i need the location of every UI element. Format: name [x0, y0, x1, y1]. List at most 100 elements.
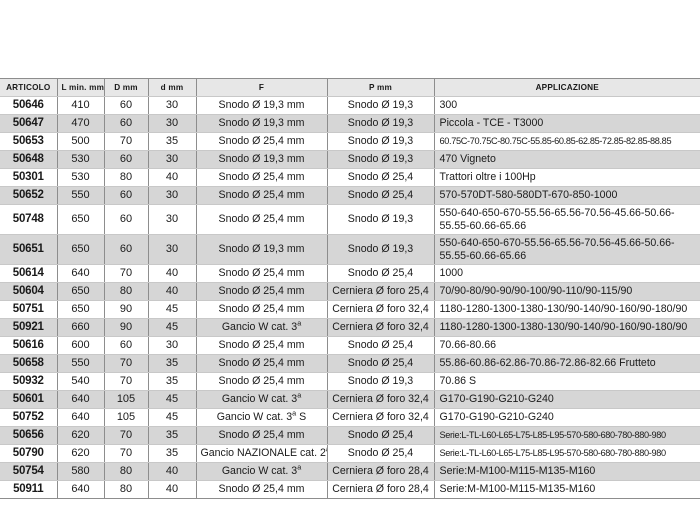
column-header-p: P mm [327, 78, 435, 97]
cell-articolo: 50652 [0, 186, 58, 205]
cell-p: Snodo Ø 19,3 [327, 372, 435, 391]
cell-d-minuscolo: 30 [148, 186, 197, 205]
table-row: 50651 650 60 30 Snodo Ø 19,3 mm Snodo Ø 19,3 5… [0, 234, 700, 265]
table-row: 50658 550 70 35 Snodo Ø 25,4 mm Snodo Ø 25,4 5… [0, 354, 700, 373]
cell-lmin: 550 [57, 186, 105, 205]
cell-applicazione: 70.66-80.66 [434, 336, 700, 355]
table-row: 50648 530 60 30 Snodo Ø 19,3 mm Snodo Ø 19,3 4… [0, 150, 700, 169]
cell-d-maiuscolo: 80 [104, 480, 149, 499]
cell-f: Snodo Ø 25,4 mm [196, 132, 328, 151]
cell-d-maiuscolo: 70 [104, 372, 149, 391]
cell-d-minuscolo: 45 [148, 390, 197, 409]
spec-table-container: ARTICOLO L min. mm D mm d mm F P mm APPL… [0, 78, 700, 499]
cell-f: Snodo Ø 25,4 mm [196, 354, 328, 373]
cell-f: Snodo Ø 19,3 mm [196, 150, 328, 169]
cell-d-maiuscolo: 60 [104, 204, 149, 235]
cell-articolo: 50301 [0, 168, 58, 187]
column-header-lmin: L min. mm [57, 78, 105, 97]
cell-articolo: 50651 [0, 234, 58, 265]
cell-d-maiuscolo: 105 [104, 408, 149, 427]
cell-d-minuscolo: 30 [148, 114, 197, 133]
table-row: 50921 660 90 45 Gancio W cat. 3a Cerniera Ø f… [0, 318, 700, 337]
cell-d-maiuscolo: 80 [104, 168, 149, 187]
cell-applicazione: Serie:M-M100-M115-M135-M160 [434, 480, 700, 499]
cell-articolo: 50790 [0, 444, 58, 463]
cell-p: Cerniera Ø foro 32,4 [327, 390, 435, 409]
cell-f: Snodo Ø 25,4 mm [196, 282, 328, 301]
cell-d-minuscolo: 30 [148, 204, 197, 235]
cell-d-minuscolo: 35 [148, 444, 197, 463]
cell-d-minuscolo: 30 [148, 234, 197, 265]
header-row: ARTICOLO L min. mm D mm d mm F P mm APPL… [0, 78, 700, 97]
table-row: 50653 500 70 35 Snodo Ø 25,4 mm Snodo Ø 19,3 6… [0, 132, 700, 151]
cell-p: Cerniera Ø foro 25,4 [327, 282, 435, 301]
cell-lmin: 640 [57, 408, 105, 427]
cell-d-minuscolo: 45 [148, 408, 197, 427]
cell-lmin: 530 [57, 168, 105, 187]
cell-articolo: 50653 [0, 132, 58, 151]
cell-lmin: 540 [57, 372, 105, 391]
cell-applicazione: 470 Vigneto [434, 150, 700, 169]
cell-applicazione: 1180-1280-1300-1380-130/90-140/90-160/90… [434, 318, 700, 337]
cell-p: Snodo Ø 25,4 [327, 444, 435, 463]
cell-d-maiuscolo: 80 [104, 282, 149, 301]
cell-d-maiuscolo: 90 [104, 318, 149, 337]
column-header-applicazione: APPLICAZIONE [434, 78, 700, 97]
table-row: 50301 530 80 40 Snodo Ø 25,4 mm Snodo Ø 25,4 T… [0, 168, 700, 187]
column-header-f: F [196, 78, 328, 97]
cell-articolo: 50647 [0, 114, 58, 133]
cell-applicazione: Serie:M-M100-M115-M135-M160 [434, 462, 700, 481]
cell-applicazione: G170-G190-G210-G240 [434, 408, 700, 427]
cell-articolo: 50614 [0, 264, 58, 283]
cell-f: Gancio W cat. 3a S [196, 408, 328, 427]
cell-d-maiuscolo: 60 [104, 96, 149, 115]
table-row: 50604 650 80 40 Snodo Ø 25,4 mm Cerniera Ø fo… [0, 282, 700, 301]
cell-applicazione: Serie:L-TL-L60-L65-L75-L85-L95-570-580-6… [434, 444, 700, 463]
cell-lmin: 500 [57, 132, 105, 151]
cell-articolo: 50921 [0, 318, 58, 337]
cell-f: Gancio W cat. 3a [196, 318, 328, 337]
cell-p: Snodo Ø 19,3 [327, 96, 435, 115]
cell-d-maiuscolo: 90 [104, 300, 149, 319]
cell-applicazione: 550-640-650-670-55.56-65.56-70.56-45.66-… [434, 234, 700, 265]
cell-f: Snodo Ø 25,4 mm [196, 426, 328, 445]
cell-applicazione: 70/90-80/90-90/90-100/90-110/90-115/90 [434, 282, 700, 301]
cell-f: Snodo Ø 19,3 mm [196, 96, 328, 115]
cell-applicazione: G170-G190-G210-G240 [434, 390, 700, 409]
cell-lmin: 620 [57, 426, 105, 445]
cell-f: Snodo Ø 19,3 mm [196, 114, 328, 133]
cell-lmin: 580 [57, 462, 105, 481]
cell-articolo: 50604 [0, 282, 58, 301]
cell-applicazione: 300 [434, 96, 700, 115]
cell-p: Cerniera Ø foro 32,4 [327, 318, 435, 337]
cell-d-minuscolo: 40 [148, 282, 197, 301]
cell-applicazione: 55.86-60.86-62.86-70.86-72.86-82.66 Frut… [434, 354, 700, 373]
cell-f: Snodo Ø 25,4 mm [196, 168, 328, 187]
cell-f: Gancio W cat. 3a [196, 462, 328, 481]
table-row: 50646 410 60 30 Snodo Ø 19,3 mm Snodo Ø 19,3 3… [0, 96, 700, 115]
cell-applicazione: 70.86 S [434, 372, 700, 391]
cell-f: Snodo Ø 25,4 mm [196, 186, 328, 205]
cell-d-maiuscolo: 80 [104, 462, 149, 481]
cell-d-minuscolo: 45 [148, 318, 197, 337]
cell-f: Gancio W cat. 3a [196, 390, 328, 409]
cell-lmin: 650 [57, 234, 105, 265]
cell-f: Snodo Ø 25,4 mm [196, 264, 328, 283]
table-row: 50754 580 80 40 Gancio W cat. 3a Cerniera Ø f… [0, 462, 700, 481]
cell-d-minuscolo: 45 [148, 300, 197, 319]
cell-lmin: 650 [57, 204, 105, 235]
cell-f: Snodo Ø 25,4 mm [196, 336, 328, 355]
table-row: 50616 600 60 30 Snodo Ø 25,4 mm Snodo Ø 25,4 7… [0, 336, 700, 355]
cell-f: Snodo Ø 25,4 mm [196, 372, 328, 391]
cell-applicazione: 1180-1280-1300-1380-130/90-140/90-160/90… [434, 300, 700, 319]
cell-lmin: 640 [57, 390, 105, 409]
cell-d-minuscolo: 35 [148, 372, 197, 391]
table-row: 50601 640 105 45 Gancio W cat. 3a Cerniera Ø … [0, 390, 700, 409]
cell-articolo: 50646 [0, 96, 58, 115]
cell-f: Gancio NAZIONALE cat. 2a [196, 444, 328, 463]
cell-p: Snodo Ø 25,4 [327, 354, 435, 373]
cell-d-minuscolo: 40 [148, 462, 197, 481]
cell-applicazione: Serie:L-TL-L60-L65-L75-L85-L95-570-580-6… [434, 426, 700, 445]
cell-articolo: 50752 [0, 408, 58, 427]
